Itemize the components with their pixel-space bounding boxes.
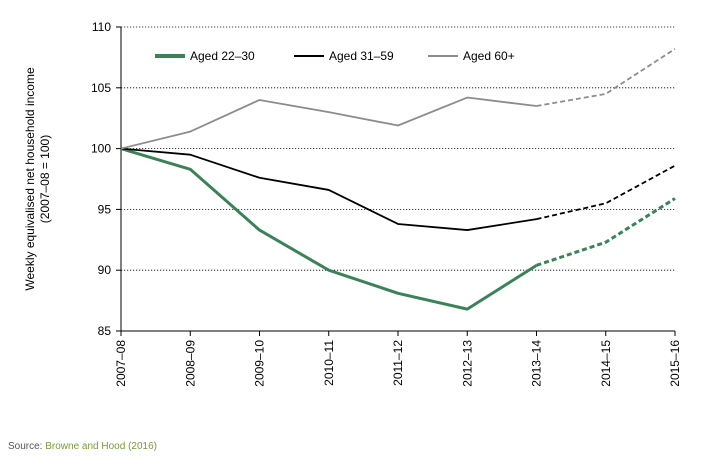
y-tick-label: 105	[91, 81, 111, 95]
x-tick-label: 2012–13	[460, 340, 474, 387]
y-axis-label-line-1: Weekly equivalised net household income	[23, 67, 37, 291]
series-line-aged-31-59	[120, 147, 537, 231]
x-tick-label: 2007–08	[114, 340, 128, 387]
legend-label-aged-22-30: Aged 22–30	[190, 49, 255, 63]
y-tick-label: 100	[91, 142, 111, 156]
series-lines	[120, 48, 676, 311]
chart: 85 90 95 100 105 110 2007–08 2008–09 2009–10 201…	[23, 20, 682, 387]
source-note: Source: Browne and Hood (2016)	[8, 441, 157, 452]
y-tick-label: 110	[92, 20, 111, 34]
series-line-aged-22-30	[120, 147, 538, 311]
x-tick-label: 2010–11	[322, 340, 336, 386]
series-projection-aged-60-	[536, 48, 676, 107]
y-axis-label-line-2: (2007–08 = 100)	[38, 135, 52, 223]
series-projection-aged-22-30	[536, 197, 676, 267]
y-tick-label: 90	[98, 263, 112, 277]
legend-label-aged-31-59: Aged 31–59	[329, 49, 394, 63]
legend-label-aged-60-: Aged 60+	[463, 49, 515, 63]
x-tick-label: 2011–12	[391, 340, 405, 386]
series-line-aged-60-	[120, 96, 537, 150]
gridlines	[121, 26, 675, 271]
x-tick-label: 2009–10	[253, 340, 267, 387]
x-tick-label: 2008–09	[183, 340, 197, 387]
y-tick-label: 85	[98, 324, 112, 338]
series-projection-aged-31-59	[536, 164, 676, 221]
legend: Aged 22–30 Aged 31–59 Aged 60+	[155, 49, 515, 63]
y-tick-labels: 85 90 95 100 105 110	[91, 20, 111, 338]
axes	[116, 26, 676, 336]
source-reference-link[interactable]: Browne and Hood (2016)	[45, 441, 157, 452]
source-label: Source:	[8, 441, 43, 452]
y-tick-label: 95	[98, 202, 112, 216]
x-tick-label: 2014–15	[599, 340, 613, 387]
x-tick-label: 2015–16	[668, 340, 682, 387]
x-tick-label: 2013–14	[530, 340, 544, 387]
x-tick-labels: 2007–08 2008–09 2009–10 2010–11 2011–12 2012–…	[114, 340, 682, 387]
